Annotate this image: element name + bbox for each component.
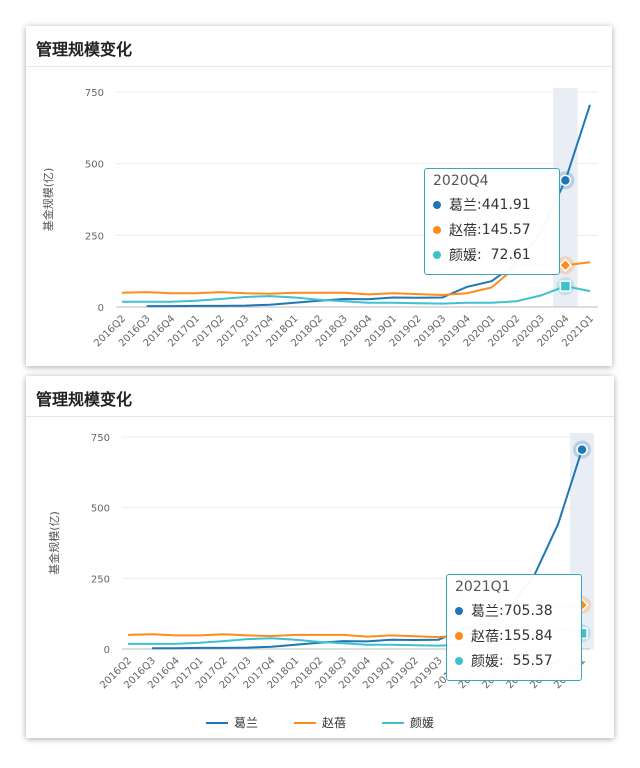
y-tick-label: 0 [98, 303, 104, 314]
data-point [559, 174, 572, 187]
tooltip-row: 葛兰:441.91 [433, 195, 551, 215]
y-axis-label: 基金规模(亿) [47, 511, 61, 575]
tooltip-row: 赵蓓:155.84 [455, 626, 573, 646]
series-dot [455, 607, 463, 615]
legend-label: 颜媛 [410, 716, 435, 730]
y-tick-label: 250 [85, 231, 104, 242]
legend-item[interactable]: 赵蓓 [293, 714, 346, 731]
tooltip-series-name: 颜媛 [449, 248, 477, 264]
tooltip: 2021Q1 葛兰:705.38 赵蓓:155.84 颜媛: 55.57 [446, 574, 582, 681]
tooltip-series-name: 颜媛 [471, 654, 499, 670]
series-dot [433, 251, 441, 259]
y-tick-label: 750 [85, 88, 104, 99]
data-point [558, 258, 573, 272]
series-dot [455, 657, 463, 665]
series-dot [455, 632, 463, 640]
tooltip: 2020Q4 葛兰:441.91 赵蓓:145.57 颜媛: 72.61 [424, 168, 560, 275]
y-tick-label: 500 [91, 504, 110, 515]
panel-title: 管理规模变化 [36, 40, 133, 59]
line-chart-1: 0250500750基金规模(亿)2016Q22016Q32016Q42017Q… [41, 88, 598, 349]
tooltip-row: 颜媛: 72.61 [433, 245, 551, 265]
data-point [559, 280, 572, 292]
data-point [576, 443, 588, 456]
tooltip-value: 145.57 [481, 222, 531, 238]
legend-label: 赵蓓 [321, 716, 346, 730]
tooltip-row: 葛兰:705.38 [455, 601, 573, 621]
legend-swatch [205, 721, 228, 724]
legend-item[interactable]: 葛兰 [205, 714, 258, 731]
legend: 葛兰 赵蓓 颜媛 [26, 714, 614, 731]
legend-item[interactable]: 颜媛 [382, 714, 434, 731]
line-chart-2: 0250500750基金规模(亿)2016Q22016Q32016Q42017Q… [47, 433, 594, 691]
title-divider [26, 416, 614, 417]
y-tick-label: 0 [104, 645, 110, 656]
legend-swatch [293, 721, 316, 724]
tooltip-series-name: 葛兰 [449, 198, 477, 214]
chart-panel-1: 管理规模变化 0 250 500 750 基金规模(亿) 2016Q2 2016Q3 2016… [26, 26, 612, 366]
y-tick-label: 750 [91, 433, 110, 444]
chart-panel-2: 管理规模变化 0 250 500 750 基金规模(亿) 2016Q2 2016Q3 2016… [26, 376, 614, 738]
title-divider [26, 66, 612, 67]
tooltip-value: 72.61 [490, 247, 531, 263]
tooltip-header: 2021Q1 [455, 579, 511, 595]
tooltip-value: 705.38 [503, 603, 553, 619]
tooltip-series-name: 赵蓓 [471, 629, 499, 645]
tooltip-value: 441.91 [481, 197, 531, 213]
series-line [122, 285, 591, 305]
y-tick-label: 500 [85, 160, 104, 171]
legend-label: 葛兰 [233, 716, 258, 730]
tooltip-series-name: 葛兰 [471, 604, 499, 620]
tooltip-value: 155.84 [503, 628, 553, 644]
tooltip-value: 55.57 [512, 653, 553, 669]
series-dot [433, 226, 441, 234]
series-dot [433, 201, 441, 209]
tooltip-row: 赵蓓:145.57 [433, 220, 551, 240]
panel-title: 管理规模变化 [36, 390, 133, 409]
tooltip-row: 颜媛: 55.57 [455, 651, 573, 671]
legend-swatch [382, 721, 404, 724]
y-axis-label: 基金规模(亿) [41, 168, 55, 232]
tooltip-header: 2020Q4 [433, 173, 489, 189]
tooltip-series-name: 赵蓓 [449, 223, 477, 239]
y-tick-label: 250 [91, 574, 110, 585]
